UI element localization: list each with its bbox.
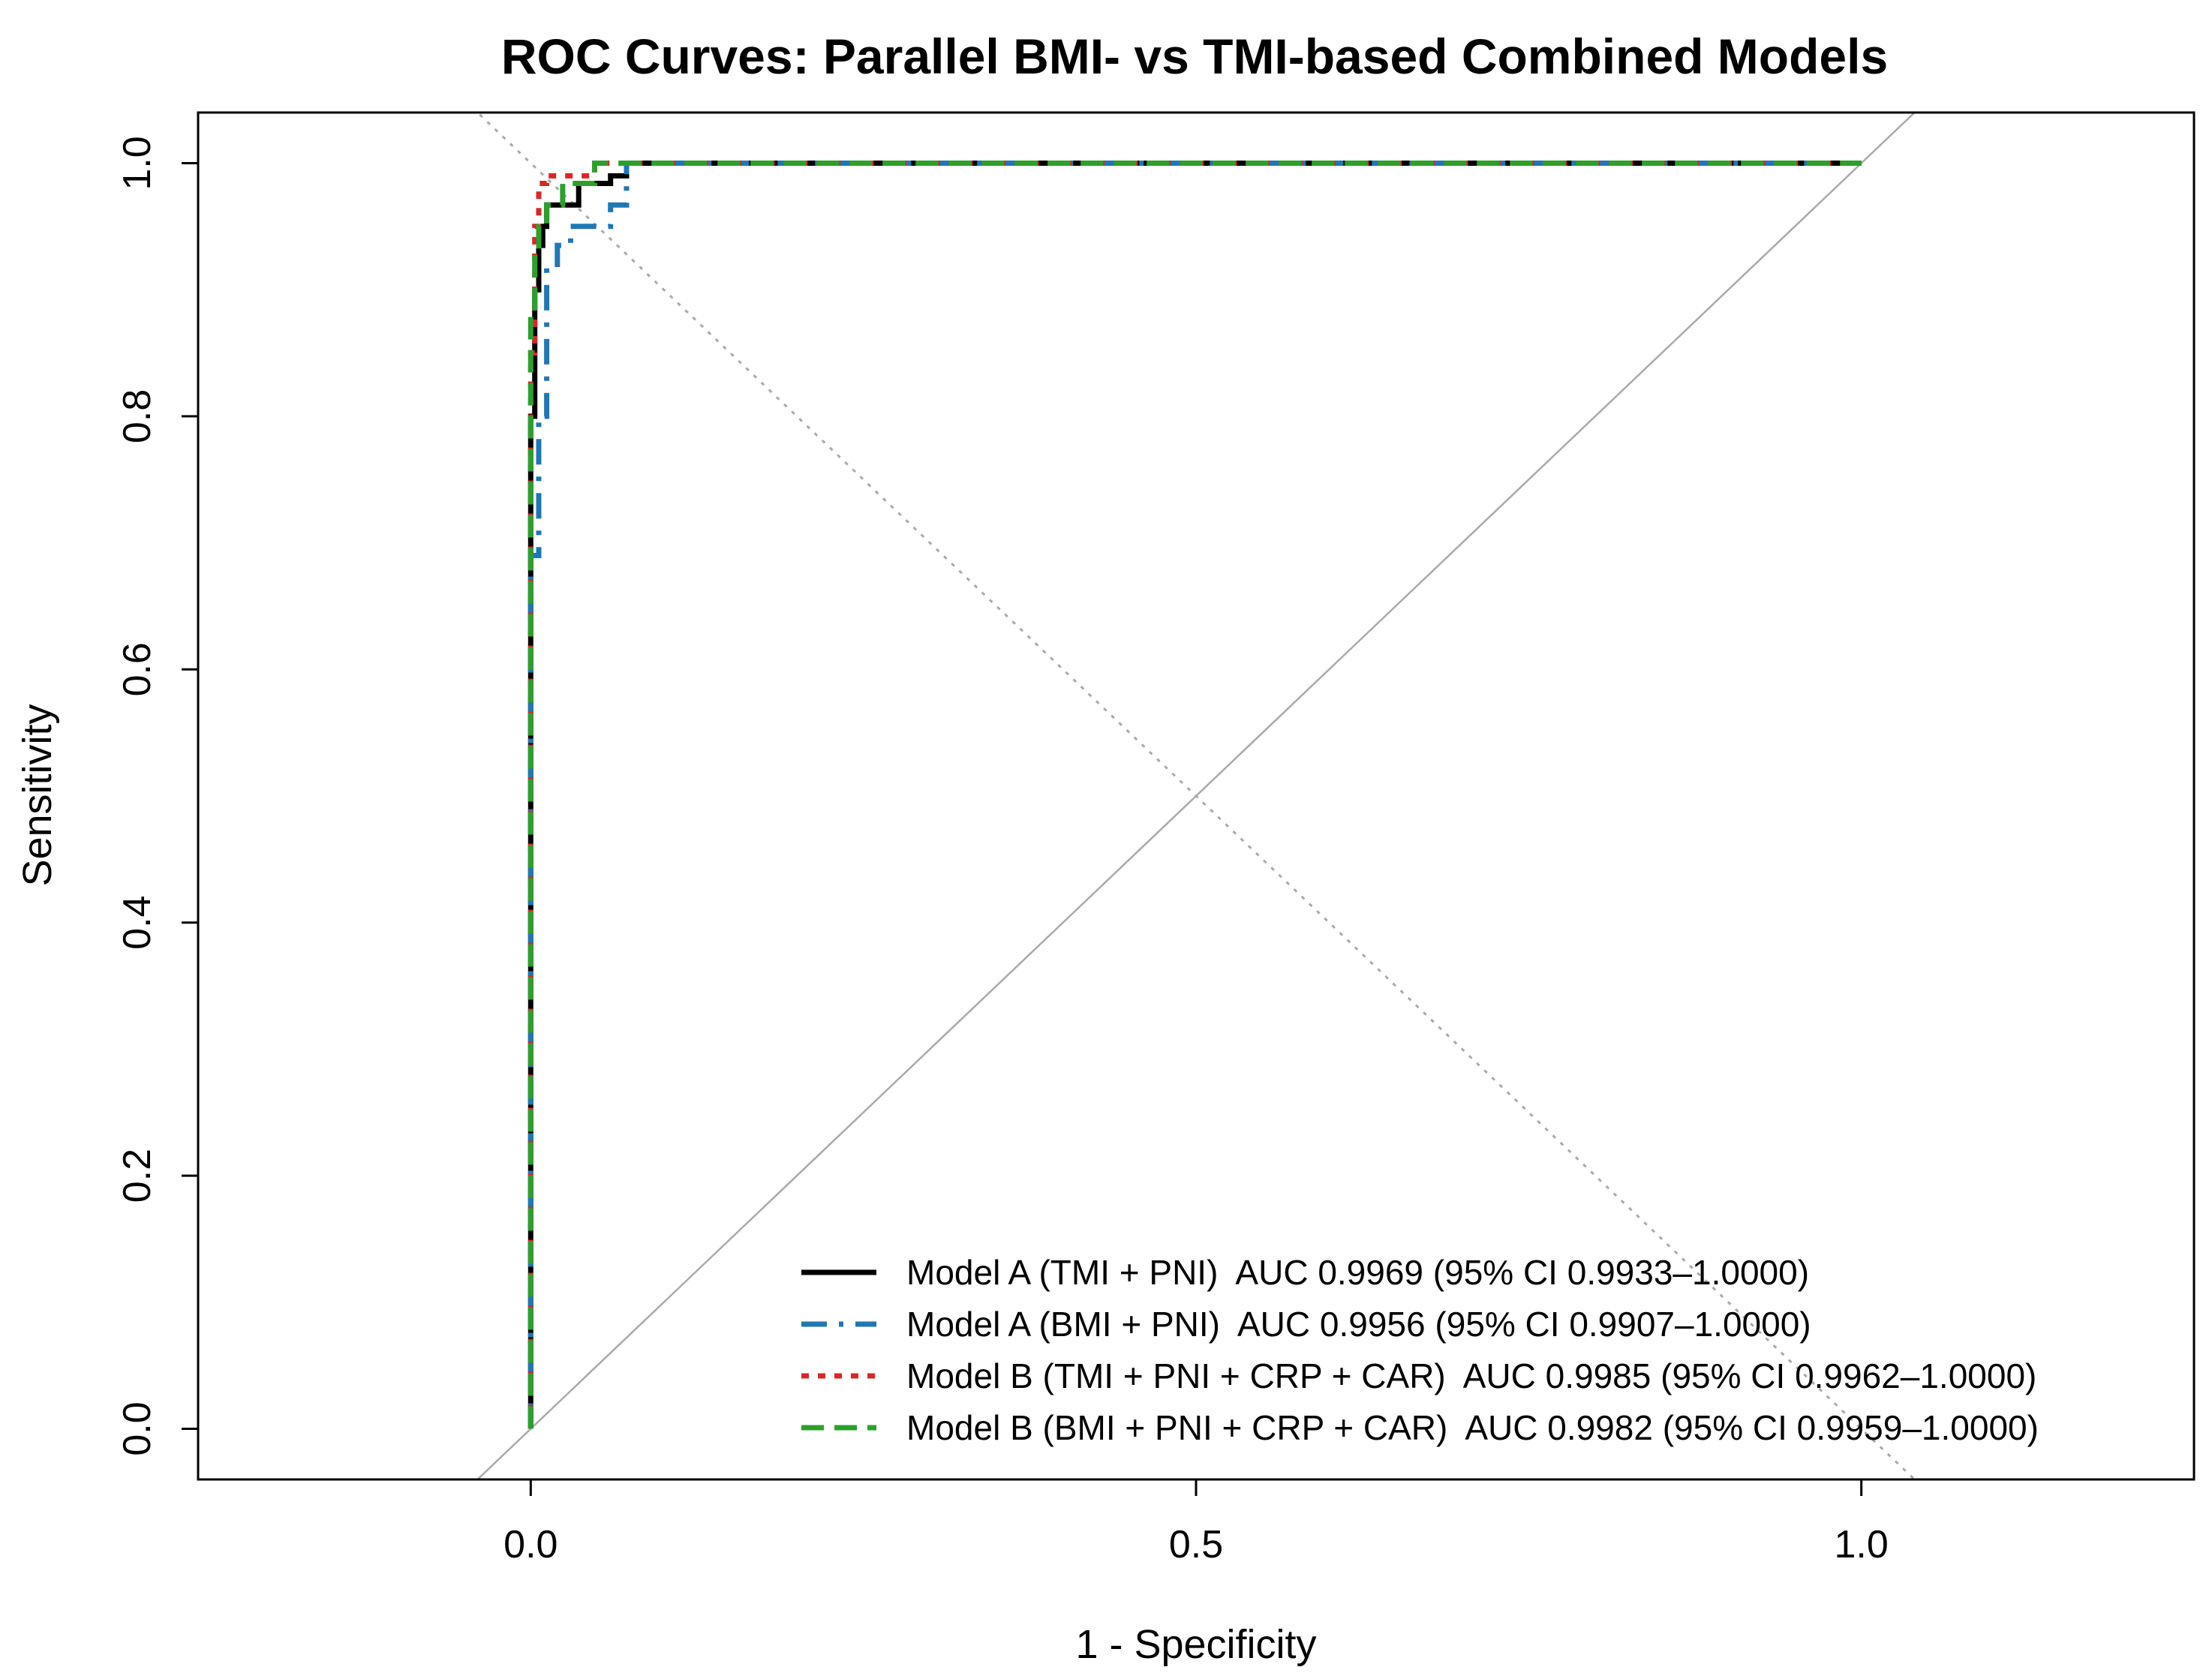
series-line-4 <box>527 161 1862 1429</box>
x-axis: 0.0 0.5 1.0 <box>503 1478 1889 1566</box>
y-tick-label: 0.4 <box>116 896 159 950</box>
y-tick-label: 1.0 <box>116 136 159 190</box>
y-axis: 0.0 0.2 0.4 0.6 0.8 1.0 <box>116 136 200 1456</box>
y-tick-label: 0.2 <box>116 1149 159 1203</box>
legend: Model A (TMI + PNI) AUC 0.9969 (95% CI 0… <box>801 1253 2039 1447</box>
y-tick-label: 0.8 <box>116 389 159 443</box>
x-tick-label: 0.0 <box>503 1523 558 1566</box>
legend-label-2: Model A (BMI + PNI) AUC 0.9956 (95% CI 0… <box>906 1305 1811 1344</box>
legend-label-4: Model B (BMI + PNI + CRP + CAR) AUC 0.99… <box>906 1408 2039 1447</box>
legend-label-1: Model A (TMI + PNI) AUC 0.9969 (95% CI 0… <box>906 1253 1809 1292</box>
series-line-3 <box>527 161 1862 1429</box>
y-tick-label: 0.6 <box>116 642 159 696</box>
legend-label-3: Model B (TMI + PNI + CRP + CAR) AUC 0.99… <box>906 1356 2036 1395</box>
chart-title: ROC Curves: Parallel BMI- vs TMI-based C… <box>501 29 1888 84</box>
x-axis-label: 1 - Specificity <box>1075 1622 1316 1667</box>
y-axis-label: Sensitivity <box>15 704 60 886</box>
anti-diagonal-line <box>476 113 1916 1479</box>
y-tick-label: 0.0 <box>116 1401 159 1455</box>
x-tick-label: 1.0 <box>1835 1523 1889 1566</box>
roc-series <box>527 161 1862 1429</box>
x-tick-label: 0.5 <box>1169 1523 1223 1566</box>
